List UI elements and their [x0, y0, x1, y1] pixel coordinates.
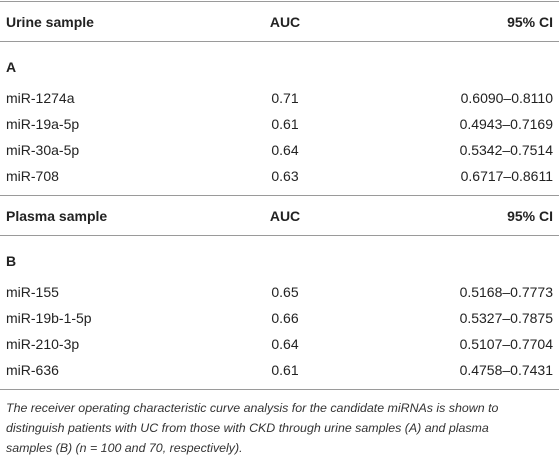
table-cell: 0.5327–0.7875 [459, 310, 553, 326]
table-cell: 0.61 [271, 362, 299, 378]
table-cell: miR-19b-1-5p [6, 310, 92, 326]
section-label: B [6, 253, 17, 269]
table-cell: 0.64 [271, 142, 299, 158]
rule [0, 389, 559, 390]
header-cell: 95% CI [507, 14, 553, 30]
table-cell: miR-155 [6, 284, 59, 300]
table-cell: 0.5168–0.7773 [459, 284, 553, 300]
rule [0, 195, 559, 196]
table-cell: miR-210-3p [6, 336, 80, 352]
table-cell: 0.61 [271, 116, 299, 132]
footnote-line: samples (B) (n = 100 and 70, respectivel… [6, 441, 243, 455]
table-cell: 0.66 [271, 310, 299, 326]
rule [0, 1, 559, 2]
rule [0, 235, 559, 236]
header-cell: 95% CI [507, 208, 553, 224]
table-cell: 0.64 [271, 336, 299, 352]
rule [0, 41, 559, 42]
footnote-line: distinguish patients with UC from those … [6, 421, 489, 435]
section-label: A [6, 59, 17, 75]
table-cell: 0.4943–0.7169 [459, 116, 553, 132]
table-cell: 0.71 [271, 90, 299, 106]
header-cell: Urine sample [6, 14, 94, 30]
header-cell: Plasma sample [6, 208, 108, 224]
footnote-line: The receiver operating characteristic cu… [6, 401, 499, 415]
table-cell: 0.6717–0.8611 [460, 168, 553, 184]
table-cell: miR-636 [6, 362, 59, 378]
table-cell: miR-30a-5p [6, 142, 80, 158]
table-cell: 0.6090–0.8110 [460, 90, 553, 106]
table-cell: 0.5342–0.7514 [459, 142, 553, 158]
table-cell: miR-1274a [6, 90, 75, 106]
table-cell: 0.63 [271, 168, 299, 184]
table-cell: 0.65 [271, 284, 299, 300]
table-cell: miR-19a-5p [6, 116, 80, 132]
table-cell: miR-708 [6, 168, 59, 184]
header-cell: AUC [269, 208, 301, 224]
table-cell: 0.4758–0.7431 [459, 362, 553, 378]
header-cell: AUC [269, 14, 301, 30]
table-cell: 0.5107–0.7704 [459, 336, 553, 352]
